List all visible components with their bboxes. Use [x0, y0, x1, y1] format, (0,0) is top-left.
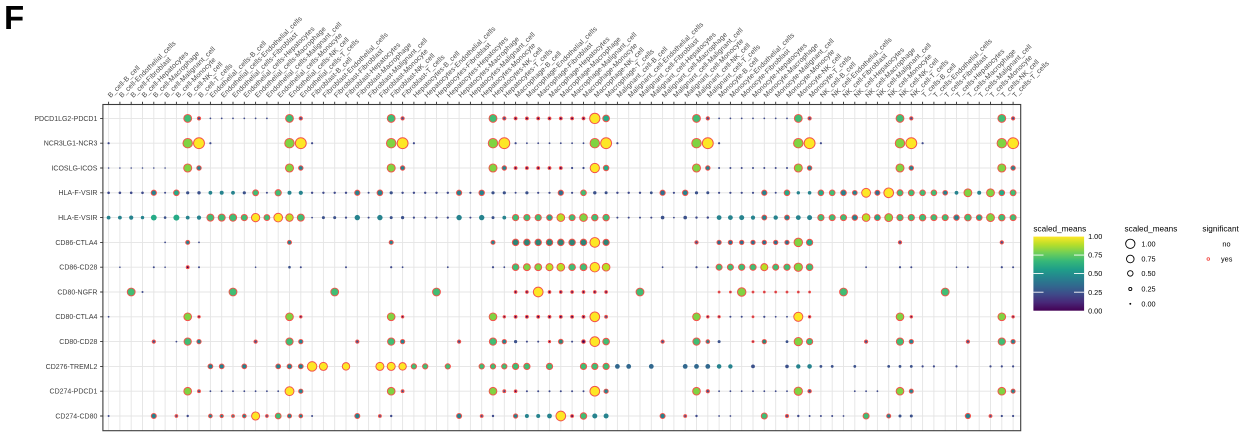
- svg-text:0.50: 0.50: [1141, 269, 1155, 278]
- svg-text:0.00: 0.00: [1088, 306, 1102, 315]
- svg-text:1.00: 1.00: [1141, 239, 1155, 248]
- svg-text:ICOSLG-ICOS: ICOSLG-ICOS: [51, 165, 97, 172]
- svg-text:CD80-CD28: CD80-CD28: [59, 339, 97, 346]
- svg-text:scaled_means: scaled_means: [1125, 225, 1178, 234]
- svg-text:CD80-CTLA4: CD80-CTLA4: [55, 314, 97, 321]
- svg-text:0.25: 0.25: [1088, 288, 1102, 297]
- svg-text:0.75: 0.75: [1141, 255, 1155, 264]
- svg-text:significant: significant: [1202, 225, 1239, 234]
- svg-text:CD86-CD28: CD86-CD28: [59, 265, 97, 272]
- svg-text:PDCD1LG2-PDCD1: PDCD1LG2-PDCD1: [34, 116, 97, 123]
- svg-text:scaled_means: scaled_means: [1033, 225, 1086, 234]
- svg-text:no: no: [1222, 239, 1230, 248]
- svg-text:NCR3LG1-NCR3: NCR3LG1-NCR3: [44, 141, 98, 148]
- svg-text:CD86-CTLA4: CD86-CTLA4: [55, 240, 97, 247]
- svg-text:0.50: 0.50: [1088, 269, 1102, 278]
- svg-text:HLA-E-VSIR: HLA-E-VSIR: [58, 215, 97, 222]
- svg-text:0.25: 0.25: [1141, 285, 1155, 294]
- svg-text:1.00: 1.00: [1088, 232, 1102, 241]
- svg-text:F: F: [4, 0, 24, 36]
- svg-text:0.00: 0.00: [1141, 299, 1155, 308]
- svg-text:HLA-F-VSIR: HLA-F-VSIR: [58, 190, 97, 197]
- svg-text:CD276-TREML2: CD276-TREML2: [46, 364, 98, 371]
- svg-text:yes: yes: [1221, 255, 1233, 264]
- svg-text:CD274-PDCD1: CD274-PDCD1: [50, 389, 98, 396]
- svg-text:CD80-NGFR: CD80-NGFR: [57, 289, 97, 296]
- svg-text:0.75: 0.75: [1088, 251, 1102, 260]
- svg-text:CD274-CD80: CD274-CD80: [55, 413, 97, 420]
